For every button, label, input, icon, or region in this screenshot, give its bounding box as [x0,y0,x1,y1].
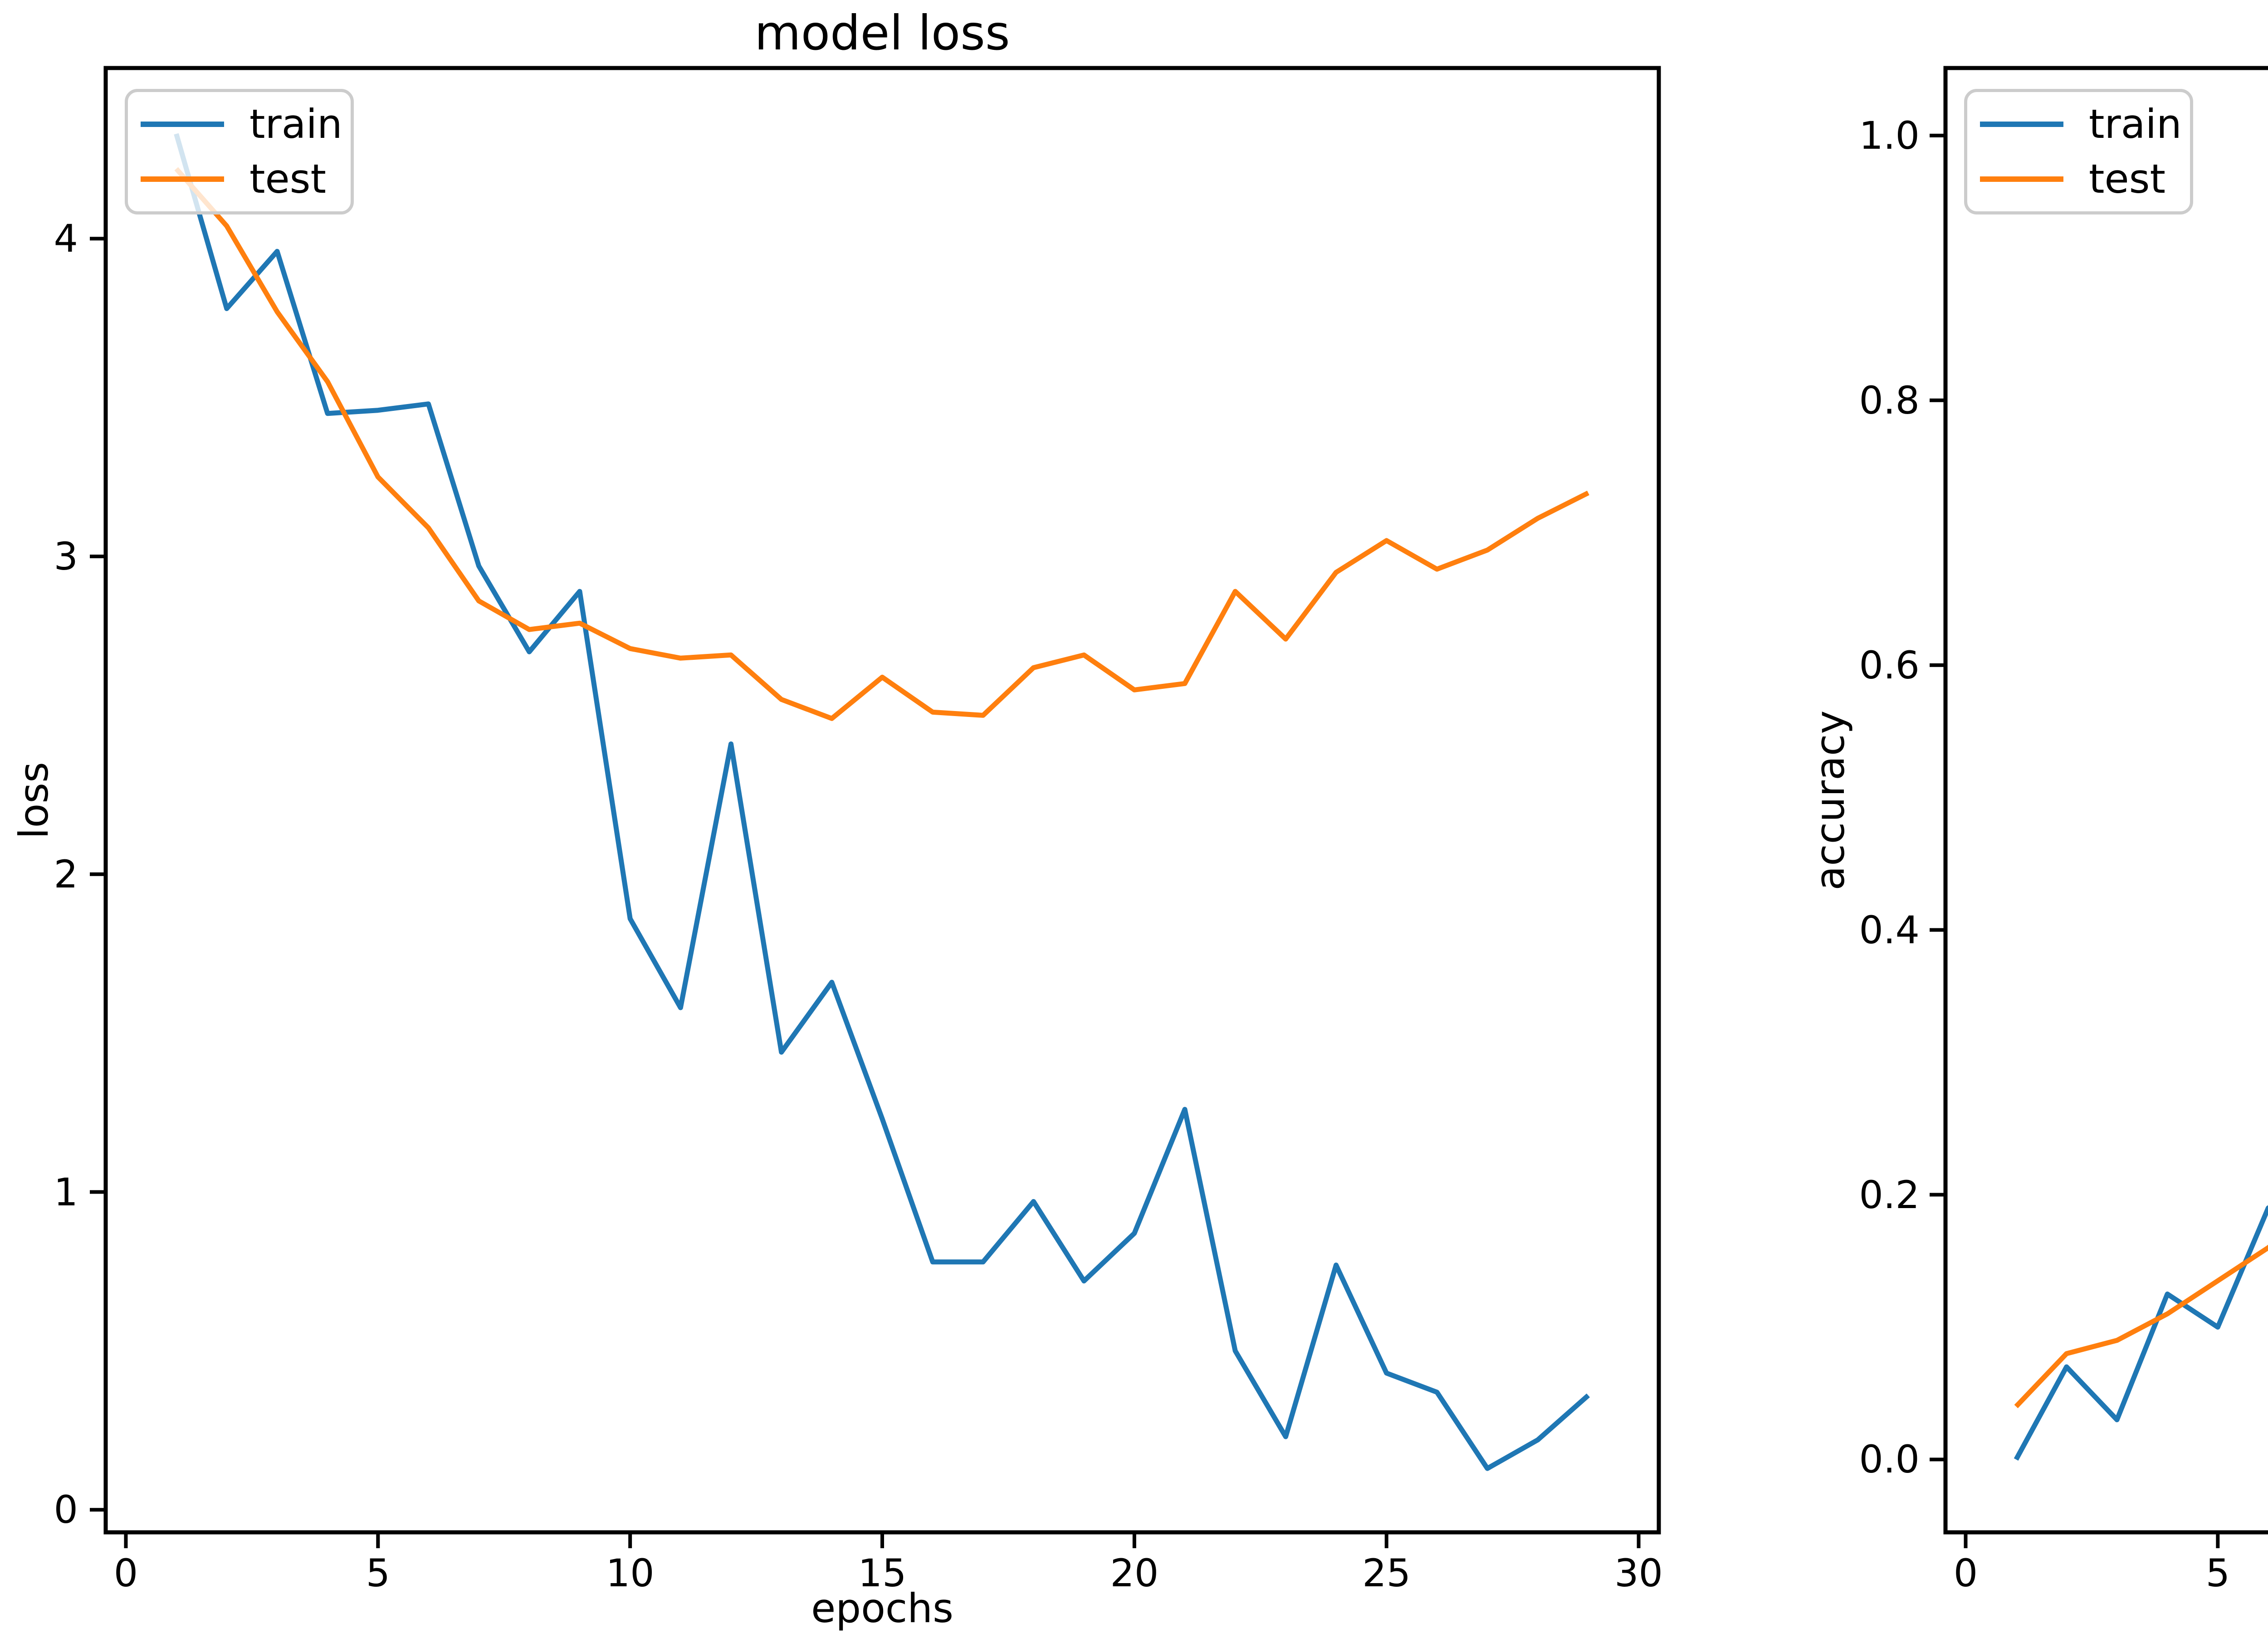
x-tick-label: 10 [606,1551,655,1595]
y-tick-label: 0.0 [1859,1437,1920,1482]
legend-label-test: test [2089,156,2165,202]
left-chart-title: model loss [754,5,1010,61]
y-tick-label: 4 [54,216,78,261]
axes-spines [103,66,1661,1535]
test-line-swatch [1980,176,2063,182]
y-tick-label: 0.6 [1859,643,1920,687]
left-x-axis-label: epochs [811,1585,953,1632]
y-tick-label: 0.8 [1859,378,1920,423]
train-line-swatch [1980,122,2063,127]
legend-label-train: train [249,101,342,147]
x-tick-label: 0 [1953,1551,1978,1595]
loss-test-line [174,167,1589,721]
accuracy-test-line [2014,1244,2268,1409]
x-tick-label: 5 [2205,1551,2230,1595]
y-tick-label: 0 [54,1487,78,1532]
left-y-axis-label: loss [10,762,57,839]
accuracy-train-line [2014,1205,2268,1461]
x-tick-label: 20 [1110,1551,1159,1595]
y-tick-label: 1.0 [1859,113,1920,158]
x-tick-label: 30 [1614,1551,1663,1595]
legend-label-test: test [249,156,326,202]
y-tick-label: 3 [54,534,78,579]
y-tick-label: 1 [54,1170,78,1214]
legend-label-train: train [2089,101,2182,147]
x-tick-label: 15 [858,1551,907,1595]
x-tick-label: 25 [1362,1551,1411,1595]
y-tick-label: 0.2 [1859,1172,1920,1217]
x-tick-label: 0 [113,1551,138,1595]
train-line-swatch [141,122,224,127]
y-tick-label: 0.4 [1859,907,1920,952]
loss-train-line [174,133,1590,1471]
y-tick-label: 2 [54,852,78,897]
right-chart-title: CRNN scores [1945,4,2268,63]
right-legend: train test [1964,89,2193,214]
test-line-swatch [141,176,224,182]
x-tick-label: 5 [366,1551,391,1595]
axes-spines [1943,66,2268,1535]
left-legend: train test [125,89,354,214]
